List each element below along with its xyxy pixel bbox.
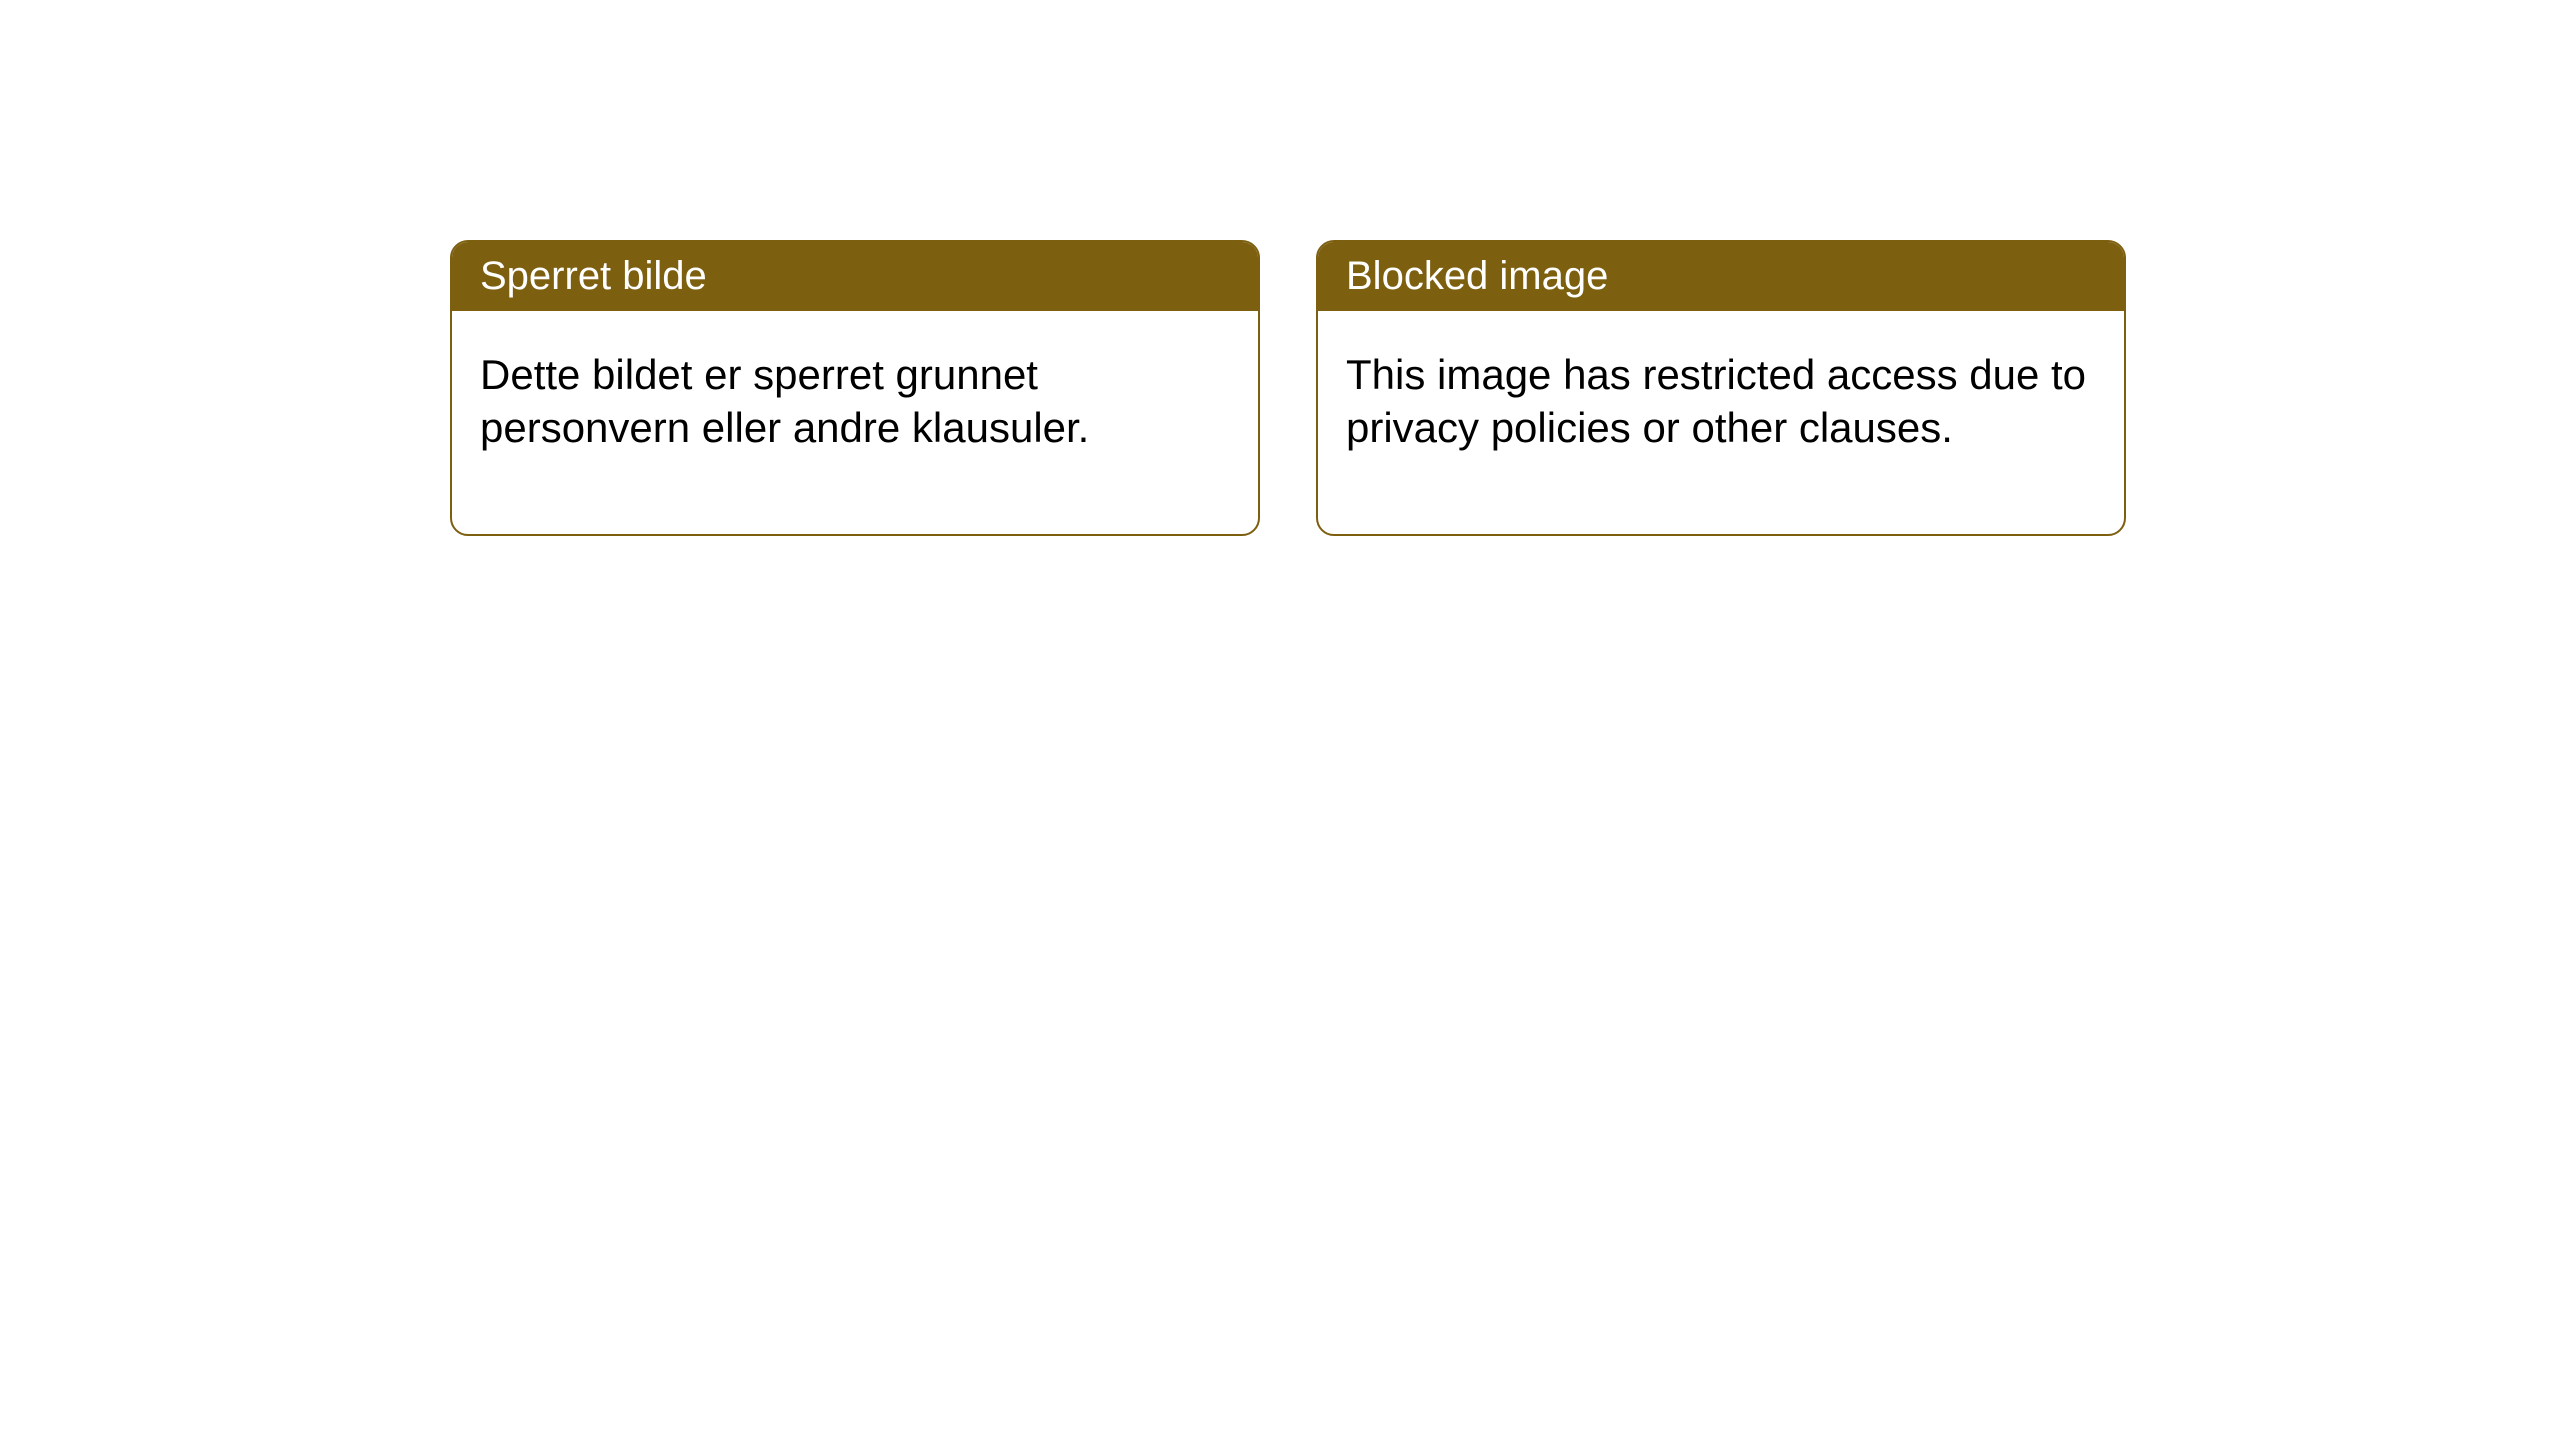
- card-header: Sperret bilde: [452, 242, 1258, 311]
- card-title: Sperret bilde: [480, 254, 707, 298]
- card-body: This image has restricted access due to …: [1318, 311, 2124, 534]
- card-body: Dette bildet er sperret grunnet personve…: [452, 311, 1258, 534]
- card-title: Blocked image: [1346, 254, 1608, 298]
- card-header: Blocked image: [1318, 242, 2124, 311]
- card-body-text: This image has restricted access due to …: [1346, 351, 2086, 451]
- blocked-image-notices: Sperret bilde Dette bildet er sperret gr…: [450, 240, 2560, 536]
- notice-card-norwegian: Sperret bilde Dette bildet er sperret gr…: [450, 240, 1260, 536]
- card-body-text: Dette bildet er sperret grunnet personve…: [480, 351, 1089, 451]
- notice-card-english: Blocked image This image has restricted …: [1316, 240, 2126, 536]
